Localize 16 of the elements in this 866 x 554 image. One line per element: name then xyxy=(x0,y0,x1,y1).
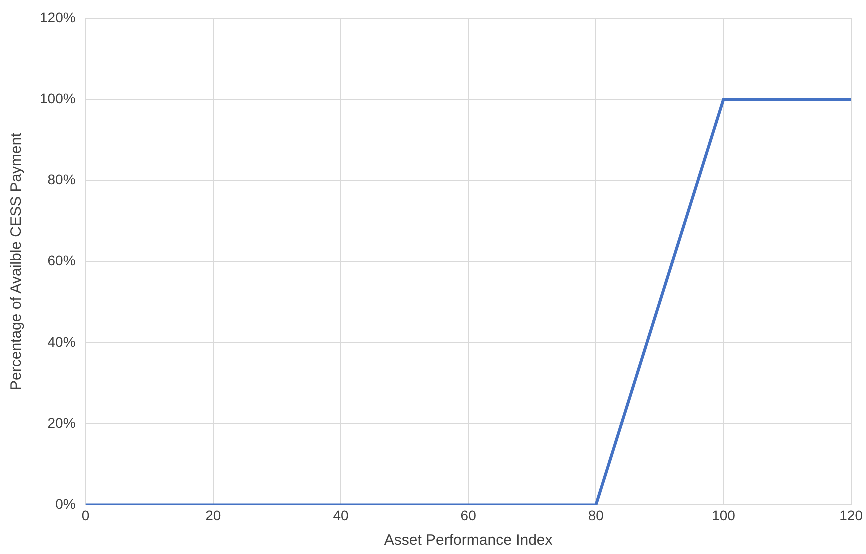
x-tick-label: 40 xyxy=(333,507,349,524)
x-axis-title: Asset Performance Index xyxy=(384,532,554,550)
y-tick-label: 20% xyxy=(48,414,76,431)
x-tick-label: 20 xyxy=(206,507,222,524)
y-tick-label: 100% xyxy=(40,90,76,106)
y-tick-label: 60% xyxy=(48,252,76,269)
x-tick-label: 100 xyxy=(712,507,736,524)
y-axis-title: Percentage of Availble CESS Payment xyxy=(8,132,26,390)
y-tick-label: 0% xyxy=(56,496,76,512)
x-tick-label: 120 xyxy=(840,507,864,524)
y-tick-label: 40% xyxy=(48,334,76,350)
x-tick-label: 60 xyxy=(460,507,477,524)
y-tick-label: 80% xyxy=(48,172,76,188)
y-tick-label: 120% xyxy=(40,9,76,26)
x-tick-label: 80 xyxy=(588,507,604,524)
x-tick-label: 0 xyxy=(82,507,90,524)
